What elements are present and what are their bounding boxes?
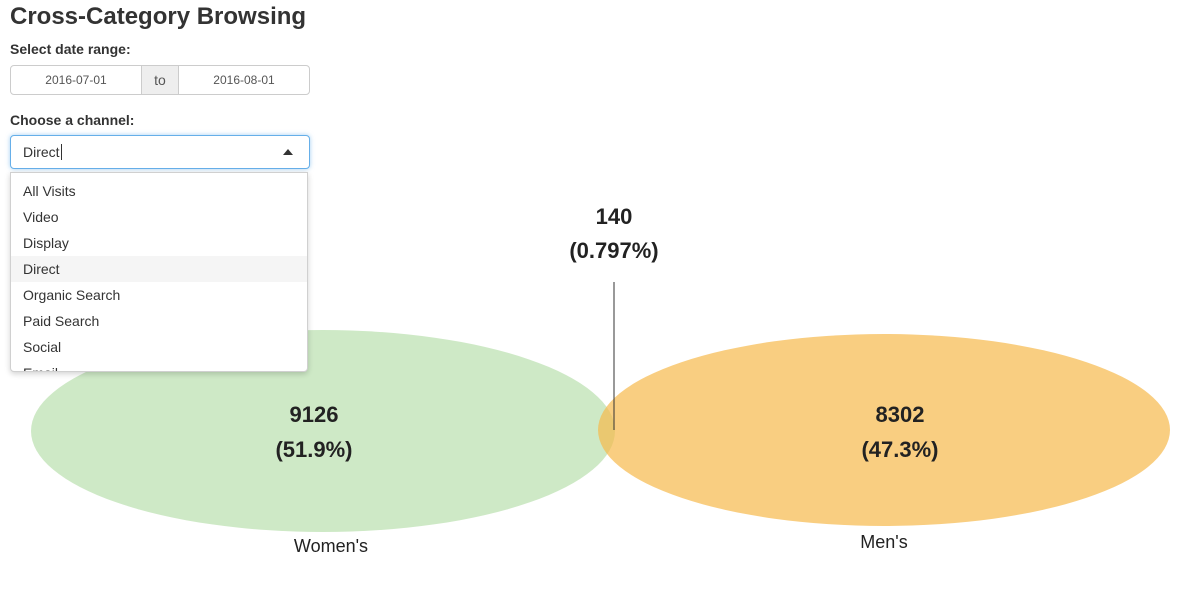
overlap-count: 140: [596, 204, 633, 229]
channel-select-value: Direct: [23, 144, 60, 160]
womens-percent: (51.9%): [275, 437, 352, 462]
start-date-input[interactable]: 2016-07-01: [10, 65, 142, 95]
mens-set-label: Men's: [860, 532, 907, 552]
channel-select[interactable]: Direct: [10, 135, 310, 169]
channel-option-video[interactable]: Video: [23, 209, 59, 225]
channel-option-email[interactable]: Email: [11, 360, 307, 371]
channel-option-paid-search[interactable]: Paid Search: [23, 313, 100, 329]
womens-set-ellipse: [31, 330, 615, 532]
page-title: Cross-Category Browsing: [10, 3, 307, 30]
channel-option-direct[interactable]: Direct: [11, 256, 307, 282]
mens-count: 8302: [876, 402, 925, 427]
channel-dropdown-menu: All Visits Video Display Direct Organic …: [10, 172, 308, 372]
womens-set-label: Women's: [294, 536, 368, 556]
womens-count: 9126: [290, 402, 339, 427]
channel-option-all-visits[interactable]: All Visits: [23, 183, 76, 199]
mens-percent: (47.3%): [861, 437, 938, 462]
channel-option-social[interactable]: Social: [23, 339, 62, 355]
date-range-separator: to: [142, 65, 178, 95]
date-range-label: Select date range:: [10, 41, 131, 57]
overlap-percent: (0.797%): [569, 238, 658, 263]
text-cursor: [60, 144, 62, 160]
date-range-input: 2016-07-01 to 2016-08-01: [10, 65, 310, 95]
channel-option-organic-search[interactable]: Organic Search: [23, 287, 121, 303]
end-date-input[interactable]: 2016-08-01: [178, 65, 310, 95]
channel-label: Choose a channel:: [10, 112, 135, 128]
chevron-up-icon: [283, 149, 293, 155]
mens-set-ellipse: [598, 334, 1170, 526]
channel-option-display[interactable]: Display: [23, 235, 69, 251]
